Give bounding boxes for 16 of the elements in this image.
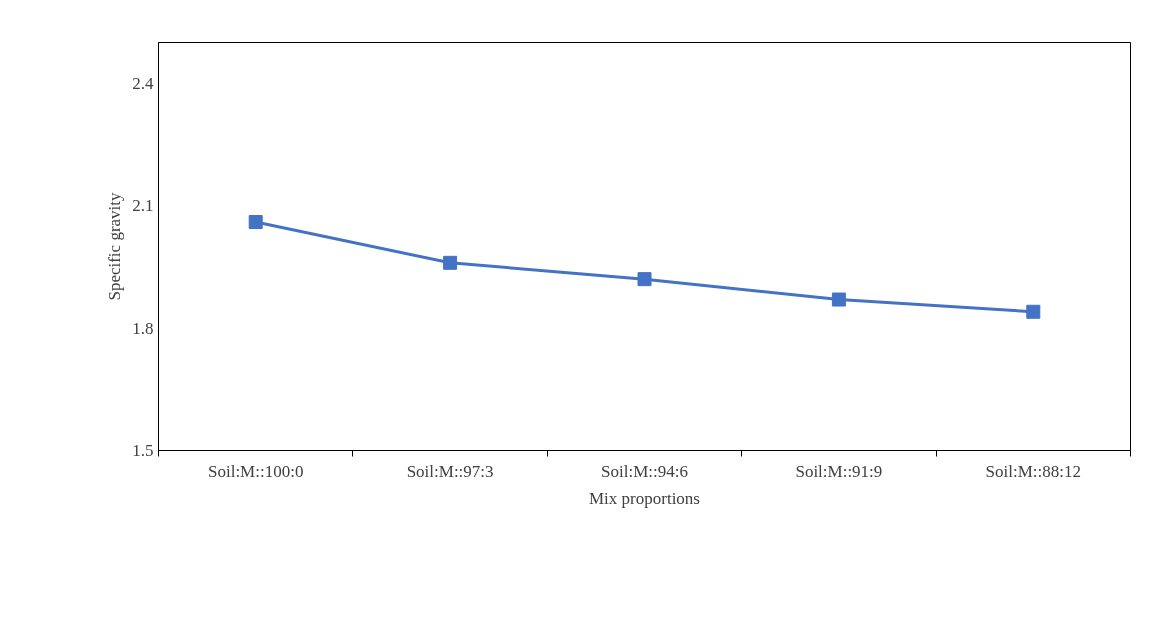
point: [831, 292, 846, 307]
y-tick-label: 1.8: [132, 318, 154, 338]
y-axis-title: Specific gravity: [105, 191, 125, 301]
x-tick-label: Soil:M::88:12: [985, 461, 1082, 481]
y-tick-label: 2.4: [132, 73, 154, 93]
x-tick-label: Soil:M::91:9: [795, 461, 883, 481]
point: [1026, 304, 1041, 319]
y-tick-label: 2.1: [132, 196, 154, 216]
point: [637, 272, 652, 287]
x-tick-label: Soil:M::100:0: [208, 461, 304, 481]
x-axis-title: Mix proportions: [589, 488, 700, 508]
x-tick-label: Soil:M::97:3: [406, 461, 494, 481]
x-tick-label: Soil:M::94:6: [601, 461, 688, 481]
point: [248, 215, 263, 230]
point: [443, 255, 458, 270]
y-tick-label: 1.5: [132, 441, 154, 460]
